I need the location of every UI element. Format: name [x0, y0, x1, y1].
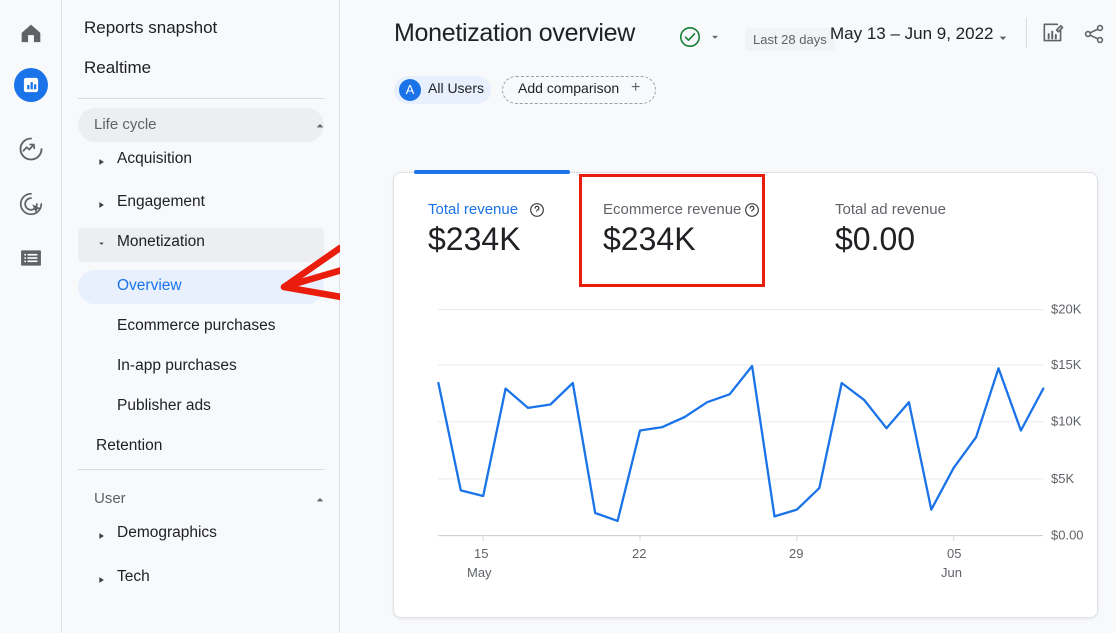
svg-text:May: May — [467, 565, 492, 580]
svg-text:29: 29 — [789, 546, 803, 561]
svg-text:$20K: $20K — [1051, 302, 1082, 317]
svg-text:$5K: $5K — [1051, 471, 1074, 486]
svg-text:$15K: $15K — [1051, 357, 1082, 372]
svg-text:22: 22 — [632, 546, 646, 561]
svg-text:15: 15 — [474, 546, 488, 561]
svg-text:$0.00: $0.00 — [1051, 528, 1083, 543]
svg-text:$10K: $10K — [1051, 414, 1082, 429]
svg-text:Jun: Jun — [941, 565, 962, 580]
svg-text:05: 05 — [947, 546, 961, 561]
